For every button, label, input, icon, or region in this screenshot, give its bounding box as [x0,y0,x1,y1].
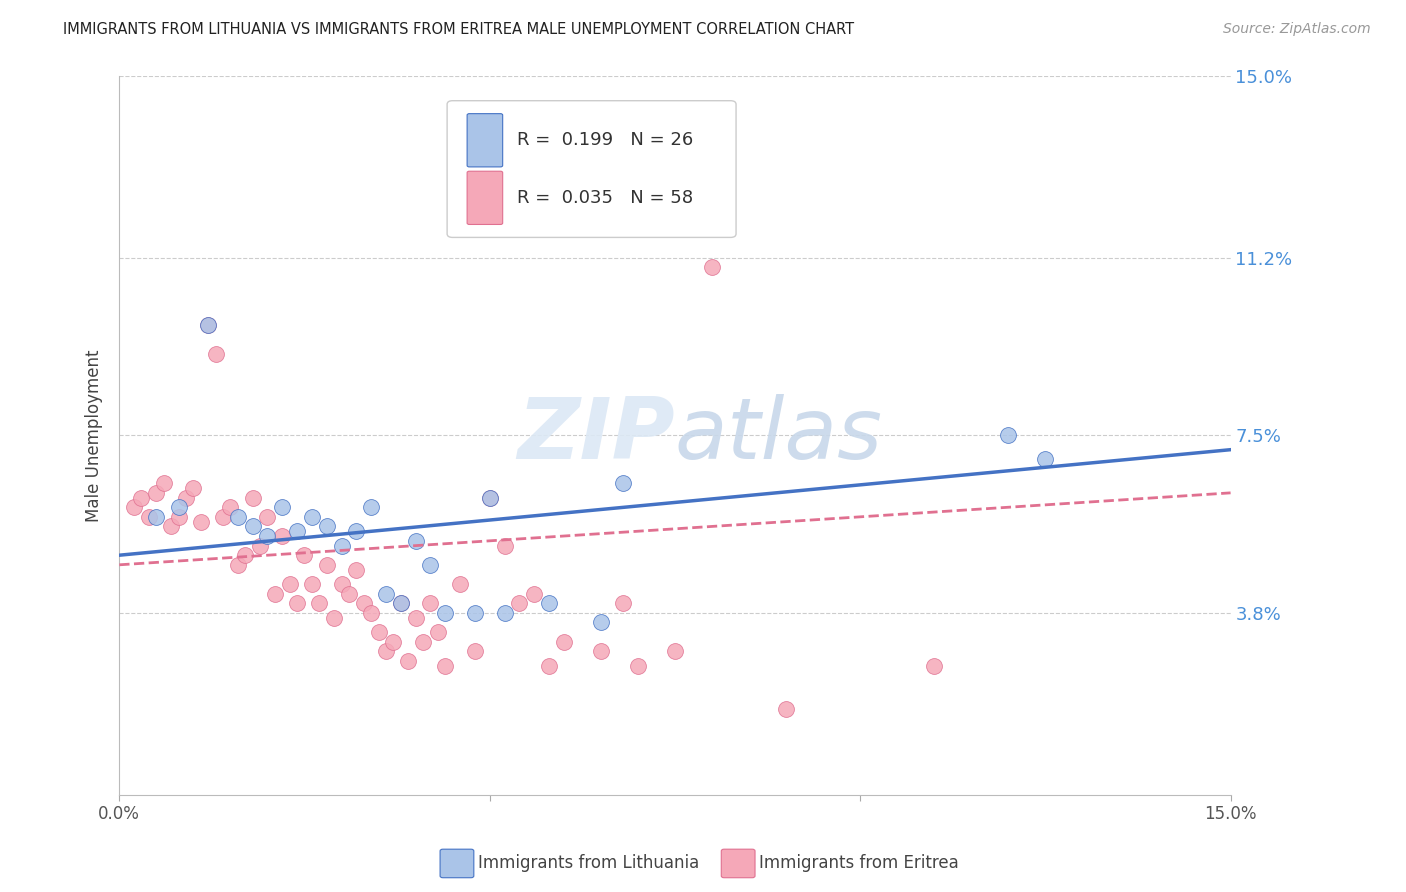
Point [627,658,650,673]
Point [494,606,516,620]
Point [405,610,427,624]
Point [145,486,167,500]
Point [226,509,249,524]
Point [449,577,471,591]
Point [412,634,434,648]
Point [160,519,183,533]
Point [152,476,174,491]
Point [353,596,375,610]
Point [537,596,560,610]
Point [226,558,249,572]
Point [434,606,457,620]
Point [330,539,353,553]
Point [242,491,264,505]
Point [360,606,382,620]
Point [308,596,330,610]
Point [922,658,945,673]
Text: Source: ZipAtlas.com: Source: ZipAtlas.com [1223,22,1371,37]
Point [389,596,412,610]
Point [190,515,212,529]
Point [233,548,256,562]
Text: R =  0.199   N = 26: R = 0.199 N = 26 [517,131,693,149]
Point [323,610,346,624]
Point [396,654,419,668]
Point [375,586,398,600]
Point [464,644,486,658]
Point [271,500,294,515]
Point [167,509,190,524]
Point [344,524,367,539]
Point [145,509,167,524]
Point [330,577,353,591]
Point [271,529,294,543]
Point [375,644,398,658]
Point [382,634,405,648]
Point [612,476,634,491]
Point [419,596,441,610]
Point [1035,452,1057,467]
Point [419,558,441,572]
Point [256,529,278,543]
Text: Immigrants from Eritrea: Immigrants from Eritrea [759,855,959,872]
Text: IMMIGRANTS FROM LITHUANIA VS IMMIGRANTS FROM ERITREA MALE UNEMPLOYMENT CORRELATI: IMMIGRANTS FROM LITHUANIA VS IMMIGRANTS … [63,22,855,37]
Point [256,509,278,524]
Point [315,558,337,572]
Point [249,539,271,553]
Point [589,644,612,658]
Point [278,577,301,591]
FancyBboxPatch shape [467,113,503,167]
Point [775,702,797,716]
Point [174,491,197,505]
Point [197,318,219,332]
Point [478,491,501,505]
Text: atlas: atlas [675,393,883,477]
Point [315,519,337,533]
Text: ZIP: ZIP [517,393,675,477]
Point [360,500,382,515]
Point [464,606,486,620]
FancyBboxPatch shape [467,171,503,225]
Point [494,539,516,553]
Point [301,577,323,591]
Point [537,658,560,673]
Point [589,615,612,630]
Point [138,509,160,524]
Point [285,596,308,610]
Point [478,491,501,505]
Point [197,318,219,332]
Point [344,563,367,577]
Point [294,548,316,562]
Point [405,533,427,548]
Y-axis label: Male Unemployment: Male Unemployment [86,349,103,522]
Point [664,644,686,658]
Point [219,500,242,515]
Text: Immigrants from Lithuania: Immigrants from Lithuania [478,855,699,872]
Point [263,586,285,600]
Point [434,658,457,673]
Point [131,491,153,505]
Point [367,624,389,639]
Point [183,481,205,495]
Point [212,509,235,524]
FancyBboxPatch shape [447,101,737,237]
Point [204,347,226,361]
Point [122,500,145,515]
Point [426,624,449,639]
Point [523,586,546,600]
Point [553,634,575,648]
Point [285,524,308,539]
Text: R =  0.035   N = 58: R = 0.035 N = 58 [517,189,693,207]
Point [389,596,412,610]
Point [337,586,360,600]
Point [167,500,190,515]
Point [700,260,723,275]
Point [997,428,1019,442]
Point [301,509,323,524]
Point [508,596,530,610]
Point [612,596,634,610]
Point [242,519,264,533]
